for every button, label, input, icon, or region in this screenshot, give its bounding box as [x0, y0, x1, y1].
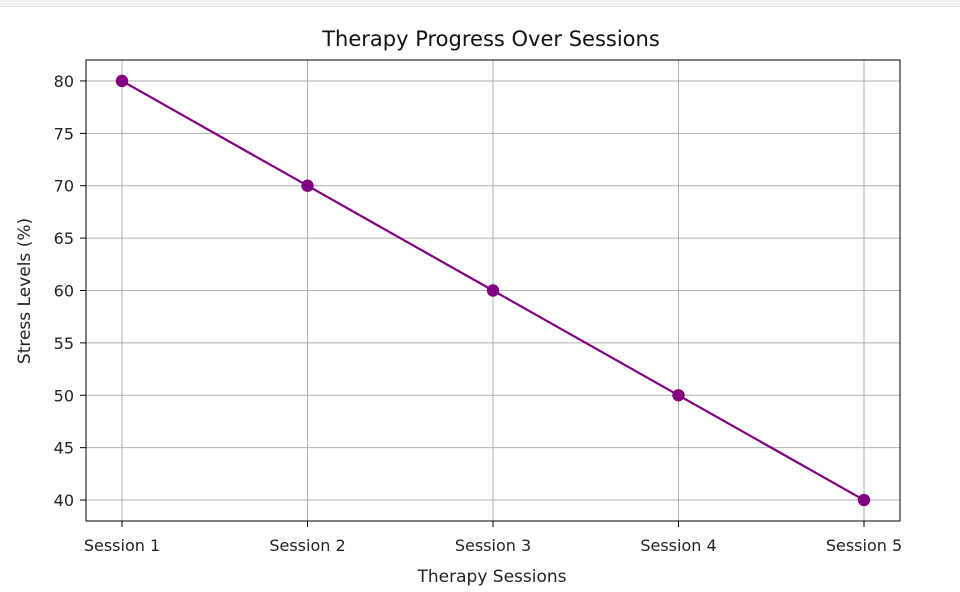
y-tick-label: 55 [54, 334, 74, 353]
y-tick-label: 65 [54, 229, 74, 248]
x-tick-label: Session 4 [640, 536, 716, 555]
data-point [115, 74, 129, 88]
x-tick-label: Session 5 [826, 536, 902, 555]
y-axis-title: Stress Levels (%) [15, 218, 35, 364]
y-tick-label: 40 [54, 491, 74, 510]
y-axis: 40 45 50 55 60 65 70 75 80 [54, 72, 86, 510]
chart-title: Therapy Progress Over Sessions [321, 27, 660, 51]
x-tick-label: Session 1 [84, 536, 160, 555]
data-point [301, 179, 314, 192]
y-tick-label: 60 [54, 282, 74, 301]
window-top-strip [0, 0, 960, 7]
data-point [486, 284, 500, 297]
x-tick-label: Session 2 [269, 536, 345, 555]
series-group [115, 74, 871, 507]
x-axis: Session 1 Session 2 Session 3 Session 4 Sess… [84, 521, 902, 555]
data-point [672, 389, 685, 402]
data-point [857, 493, 871, 507]
x-axis-title: Therapy Sessions [417, 567, 567, 587]
y-tick-label: 80 [54, 72, 74, 91]
y-tick-label: 75 [54, 124, 74, 143]
y-tick-label: 45 [54, 439, 74, 458]
x-tick-label: Session 3 [455, 536, 531, 555]
y-tick-label: 50 [54, 386, 74, 405]
y-tick-label: 70 [54, 177, 74, 196]
